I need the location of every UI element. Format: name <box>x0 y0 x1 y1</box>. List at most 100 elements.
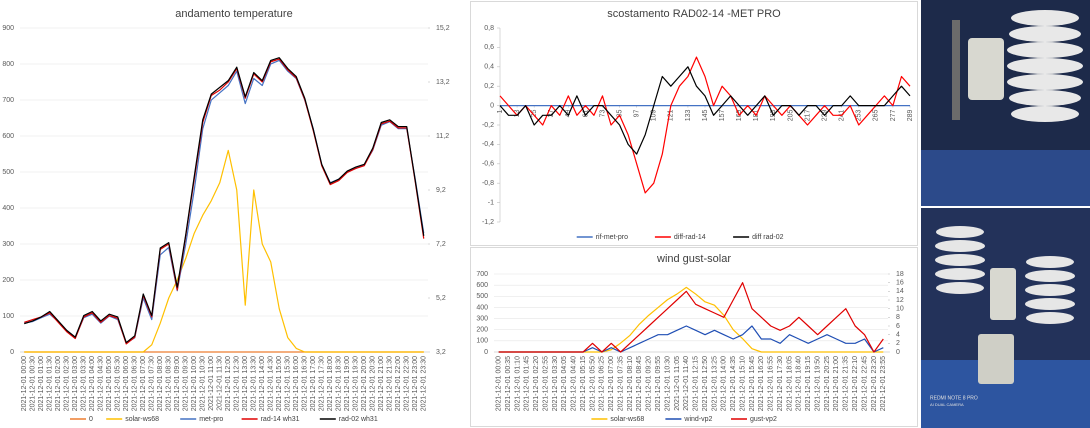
x-tick-label: 2021-12-01 18:30 <box>336 356 343 411</box>
y2-tick-label: 11,2 <box>436 133 449 140</box>
legend-label: gust-vp2 <box>750 416 777 423</box>
x-tick-label: 2021-12-01 19:50 <box>814 356 821 411</box>
x-tick-label: 2021-12-01 01:45 <box>524 356 531 411</box>
y2-tick-label: 2 <box>896 340 900 347</box>
x-tick-label: 2021-12-01 06:25 <box>599 356 606 411</box>
y-tick-label: -1,2 <box>482 219 494 226</box>
x-tick-label: 2021-12-01 03:30 <box>552 356 559 411</box>
x-tick-label: 2021-12-01 15:00 <box>276 356 283 411</box>
photo <box>921 0 1090 206</box>
x-tick-label: 2021-12-01 10:30 <box>664 356 671 411</box>
x-tick-label: 2021-12-01 10:00 <box>191 356 198 411</box>
x-tick-label: 2021-12-01 14:00 <box>259 356 266 411</box>
y-tick-label: 100 <box>476 338 488 345</box>
series-line <box>24 58 425 345</box>
series-line <box>24 57 425 344</box>
x-tick-label: 2021-12-01 12:50 <box>702 356 709 411</box>
y-tick-label: 0 <box>484 349 488 356</box>
x-tick-label: 1 <box>497 110 504 114</box>
legend-label: diff rad-02 <box>752 234 783 241</box>
x-tick-label: 2021-12-01 20:00 <box>361 356 368 411</box>
x-tick-label: 37 <box>548 110 555 118</box>
photo-box <box>968 38 1004 100</box>
x-tick-label: 2021-12-01 08:45 <box>636 356 643 411</box>
legend-label: met-pro <box>199 416 223 423</box>
x-tick-label: 2021-12-01 20:25 <box>824 356 831 411</box>
x-tick-label: 2021-12-01 06:30 <box>132 356 139 411</box>
chart-frame <box>470 1 918 246</box>
x-tick-label: 2021-12-01 11:05 <box>674 356 681 411</box>
x-tick-label: 145 <box>702 110 709 122</box>
y2-tick-label: 13,2 <box>436 79 450 86</box>
x-tick-label: 97 <box>634 110 641 118</box>
photo-floor <box>921 150 1090 206</box>
x-tick-label: 2021-12-01 15:45 <box>749 356 756 411</box>
y-tick-label: -1 <box>488 199 494 206</box>
y2-tick-label: 9,2 <box>436 187 446 194</box>
y-tick-label: 0,8 <box>484 25 494 32</box>
photo-box <box>990 268 1016 320</box>
series-line <box>498 282 884 353</box>
x-tick-label: 2021-12-01 19:30 <box>353 356 360 411</box>
x-tick-label: 2021-12-01 16:30 <box>302 356 309 411</box>
legend-label: solar-ws68 <box>125 416 159 423</box>
x-tick-label: 2021-12-01 10:30 <box>200 356 207 411</box>
y-tick-label: -0,6 <box>482 161 494 168</box>
series-line <box>499 56 911 194</box>
y-tick-label: 300 <box>2 241 14 248</box>
chart-frame <box>470 247 918 427</box>
x-tick-label: 2021-12-01 02:55 <box>542 356 549 411</box>
chart-title: scostamento RAD02-14 -MET PRO <box>607 8 781 20</box>
x-tick-label: 2021-12-01 03:00 <box>72 356 79 411</box>
y-tick-label: 400 <box>476 304 488 311</box>
x-tick-label: 2021-12-01 05:15 <box>580 356 587 411</box>
x-tick-label: 2021-12-01 21:00 <box>378 356 385 411</box>
x-tick-label: 253 <box>856 110 863 122</box>
legend-label: rif-met-pro <box>596 234 628 241</box>
x-tick-label: 25 <box>531 110 538 118</box>
x-tick-label: 2021-12-01 23:20 <box>871 356 878 411</box>
x-tick-label: 2021-12-01 23:55 <box>880 356 887 411</box>
x-tick-label: 2021-12-01 21:35 <box>843 356 850 411</box>
chart-title: andamento temperature <box>175 8 292 20</box>
y-tick-label: 100 <box>2 313 14 320</box>
legend-label: solar-ws68 <box>610 416 644 423</box>
y2-tick-label: 15,2 <box>436 25 450 32</box>
x-tick-label: 2021-12-01 16:55 <box>768 356 775 411</box>
y2-tick-label: 18 <box>896 271 904 278</box>
y-tick-label: 0,4 <box>484 64 494 71</box>
x-tick-label: 2021-12-01 14:30 <box>268 356 275 411</box>
legend-label: 0 <box>89 416 93 423</box>
x-tick-label: 2021-12-01 15:30 <box>285 356 292 411</box>
y-tick-label: 900 <box>2 25 14 32</box>
series-line <box>24 149 424 353</box>
x-tick-label: 2021-12-01 09:55 <box>655 356 662 411</box>
x-tick-label: 2021-12-01 02:30 <box>64 356 71 411</box>
x-tick-label: 2021-12-01 23:00 <box>412 356 419 411</box>
y-tick-label: 0 <box>490 102 494 109</box>
x-tick-label: 2021-12-01 23:30 <box>421 356 428 411</box>
x-tick-label: 121 <box>668 110 675 122</box>
y-tick-label: 0,2 <box>484 83 494 90</box>
x-tick-label: 2021-12-01 14:35 <box>730 356 737 411</box>
x-tick-label: 2021-12-01 07:30 <box>149 356 156 411</box>
y-tick-label: 500 <box>2 169 14 176</box>
x-tick-label: 2021-12-01 12:30 <box>234 356 241 411</box>
y-tick-label: -0,8 <box>482 180 494 187</box>
x-tick-label: 2021-12-01 17:00 <box>310 356 317 411</box>
x-tick-label: 2021-12-01 08:30 <box>166 356 173 411</box>
x-tick-label: 61 <box>582 110 589 118</box>
y-tick-label: 300 <box>476 315 488 322</box>
x-tick-label: 2021-12-01 04:05 <box>561 356 568 411</box>
x-tick-label: 2021-12-01 05:50 <box>589 356 596 411</box>
photo-box <box>978 334 1014 384</box>
x-tick-label: 2021-12-01 21:30 <box>387 356 394 411</box>
x-tick-label: 217 <box>804 110 811 122</box>
x-tick-label: 2021-12-01 05:30 <box>115 356 122 411</box>
x-tick-label: 2021-12-01 15:10 <box>739 356 746 411</box>
x-tick-label: 2021-12-01 13:30 <box>251 356 258 411</box>
x-tick-label: 2021-12-01 13:00 <box>242 356 249 411</box>
x-tick-label: 133 <box>685 110 692 122</box>
